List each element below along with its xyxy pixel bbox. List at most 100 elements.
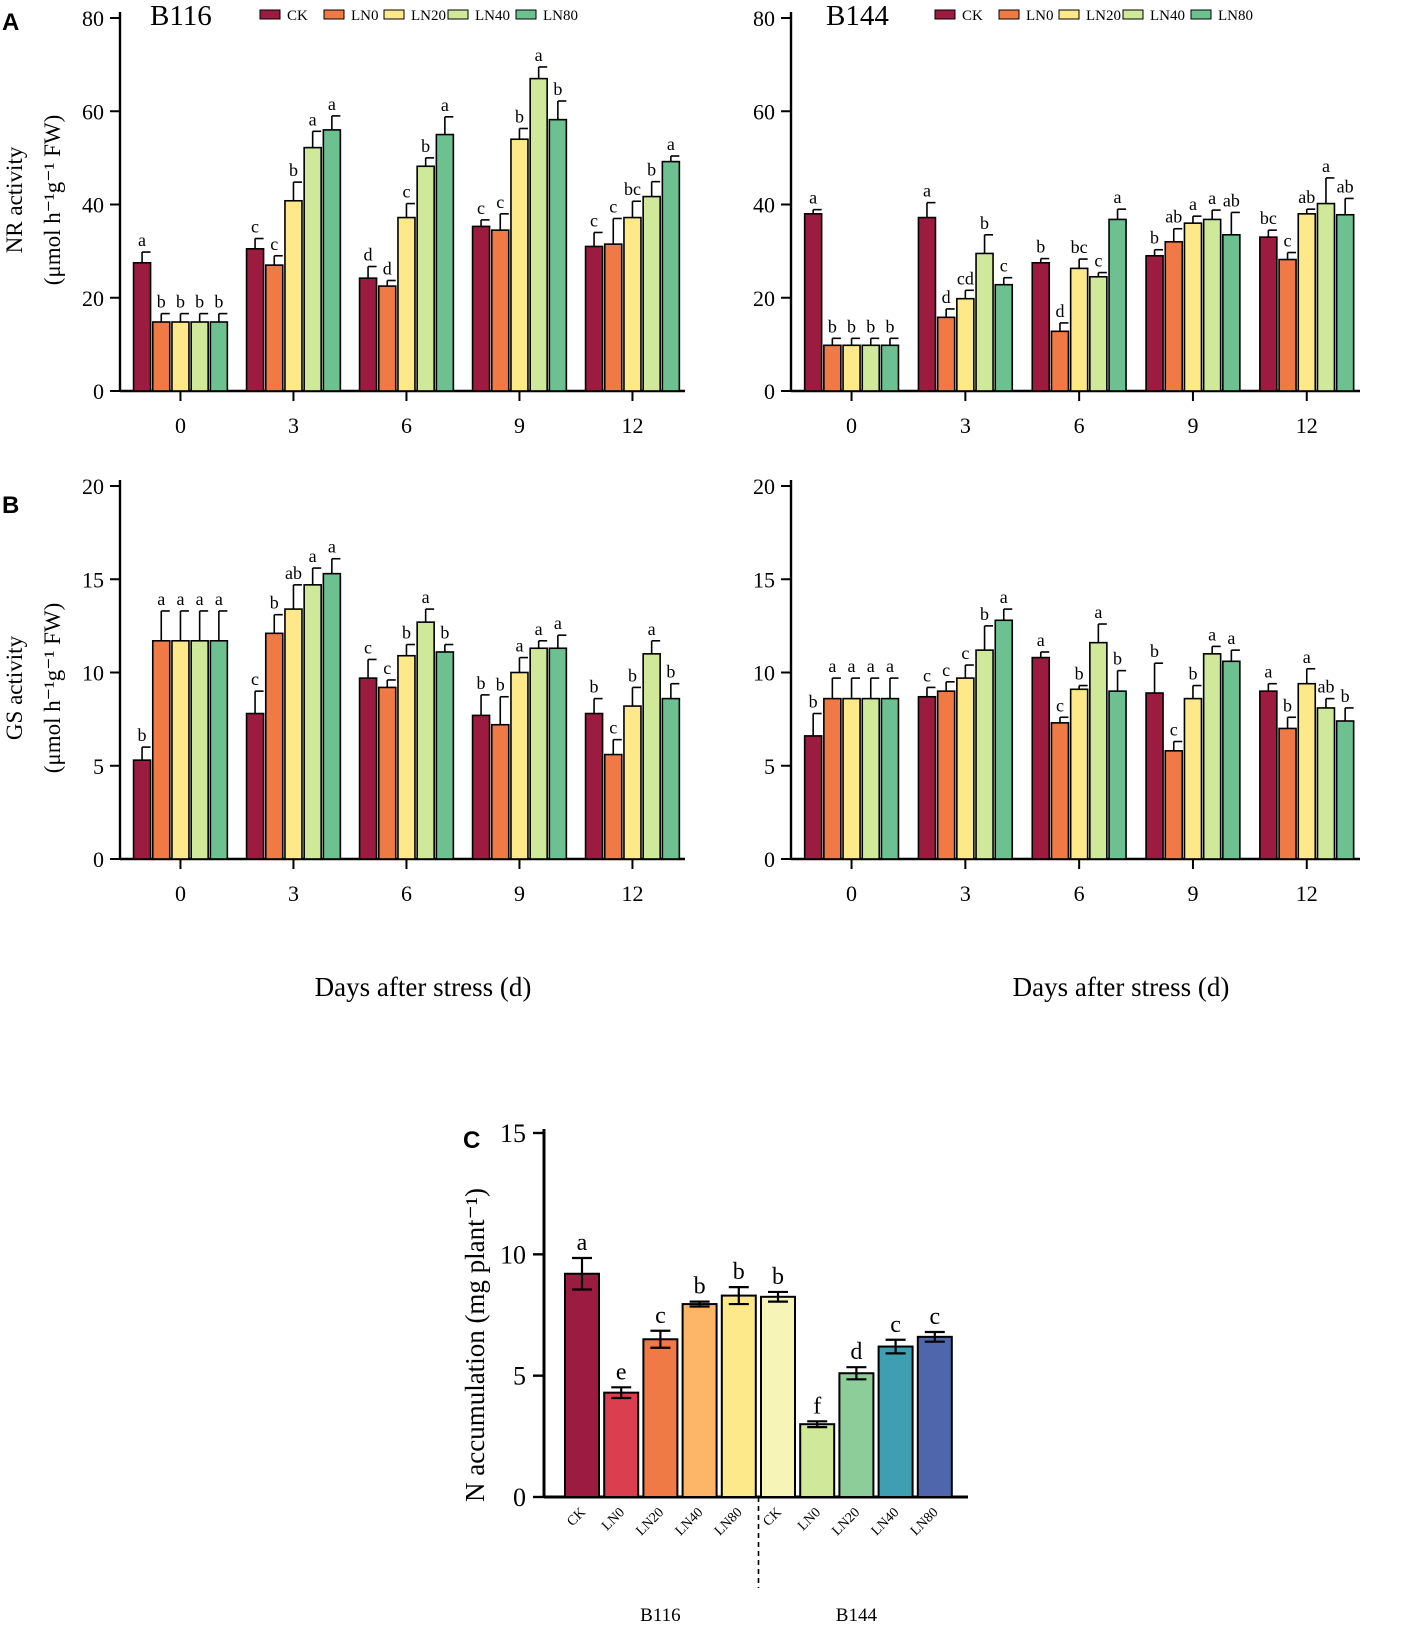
sig-letter: a [867, 656, 875, 676]
sig-letter: b [1150, 228, 1159, 248]
sig-letter: b [402, 623, 411, 643]
bar-ln0 [490, 723, 510, 860]
sig-letter: b [847, 316, 856, 336]
sig-letter: ab [1317, 677, 1334, 697]
legend-label-ck: CK [962, 8, 983, 24]
bar-ln20 [842, 344, 861, 392]
sig-letter: a [1227, 628, 1235, 648]
bar-ln20 [1297, 682, 1317, 860]
sig-letter: b [1150, 641, 1159, 661]
x-tick-label: 9 [1187, 413, 1198, 438]
bar-ln0 [1164, 241, 1184, 392]
y-tick-label: 0 [764, 379, 775, 404]
bar-ln20 [1183, 697, 1203, 860]
bar-ln0 [1050, 330, 1070, 392]
bar-ck [132, 759, 152, 860]
x-tick-label: 3 [960, 881, 971, 906]
bar-n-ln20 [642, 1338, 679, 1499]
sig-letter: a [309, 109, 317, 129]
sig-letter: c [929, 1304, 940, 1330]
bar-ln80 [661, 160, 681, 392]
bar-n-ln40 [877, 1345, 914, 1498]
sig-letter: b [289, 160, 298, 180]
sig-letter: a [328, 537, 336, 557]
bar-ln20 [171, 321, 190, 392]
sig-letter: a [667, 134, 675, 154]
sig-letter: bc [1260, 208, 1277, 228]
sig-letter: a [577, 1230, 588, 1256]
y-tick-label: 0 [513, 1483, 526, 1512]
bar-ln80 [1335, 213, 1355, 392]
x-tick-label: LN20 [634, 1505, 668, 1539]
sig-letter: c [590, 210, 598, 230]
sig-letter: a [196, 589, 204, 609]
bar-ln40 [861, 344, 881, 392]
sig-letter: c [1284, 231, 1292, 251]
bar-ck [1145, 692, 1164, 860]
legend-swatch-ck [259, 9, 281, 20]
bar-ln20 [510, 138, 529, 392]
sig-letter: a [809, 188, 817, 208]
sig-letter: b [1036, 237, 1045, 257]
sig-letter: a [1208, 624, 1216, 644]
bar-n-ck [760, 1295, 796, 1499]
sig-letter: a [1114, 187, 1122, 207]
sig-letter: a [1094, 602, 1102, 622]
sig-letter: ab [1223, 190, 1240, 210]
sig-letter: a [1322, 156, 1330, 176]
bar-ck [803, 213, 823, 392]
x-tick-label: LN40 [673, 1505, 707, 1539]
x-tick-label: CK [564, 1505, 588, 1529]
panel-letter-c: C [463, 1127, 480, 1154]
bar-ln20 [1297, 213, 1317, 392]
y-tick-label: 60 [753, 99, 775, 124]
bar-ln80 [209, 639, 229, 860]
sig-letter: b [195, 292, 204, 312]
bar-ln80 [1335, 720, 1355, 860]
x-tick-label: 0 [846, 881, 857, 906]
sig-letter: d [1055, 301, 1064, 321]
gs-ylabel-line2: (μmol h⁻¹g⁻¹ FW) [40, 603, 65, 774]
bar-ln40 [975, 252, 994, 392]
bar-ln0 [151, 321, 171, 392]
sig-letter: b [1341, 686, 1350, 706]
sig-letter: c [923, 665, 931, 685]
legend-label-ck: CK [287, 8, 308, 24]
x-tick-label: 12 [1296, 413, 1318, 438]
x-tick-label: CK [760, 1505, 784, 1529]
sig-letter: a [554, 613, 562, 633]
bar-ln40 [1089, 275, 1108, 392]
bar-ln20 [1183, 222, 1203, 392]
legend-swatch-ln80 [515, 9, 537, 20]
sig-letter: ab [1298, 187, 1315, 207]
bar-ln0 [603, 243, 623, 392]
bar-ln0 [1164, 750, 1184, 860]
sig-letter: b [647, 160, 656, 180]
sig-letter: a [1264, 662, 1272, 682]
bar-ln40 [190, 639, 209, 860]
sig-letter: a [422, 587, 430, 607]
x-tick-label: 12 [1296, 881, 1318, 906]
bar-n-ln0 [603, 1391, 640, 1498]
nr-ylabel-line2: (μmol h⁻¹g⁻¹ FW) [40, 115, 65, 286]
sig-letter: a [176, 589, 184, 609]
bar-ln80 [1222, 234, 1241, 392]
bar-ln0 [603, 753, 623, 860]
sig-letter: b [477, 673, 486, 693]
bar-ln80 [1108, 690, 1127, 860]
panel-title: B116 [150, 0, 212, 32]
bar-ln40 [1089, 641, 1108, 860]
bar-ln0 [823, 344, 842, 392]
sig-letter: c [383, 658, 391, 678]
x-tick-label: 0 [175, 413, 186, 438]
sig-letter: b [270, 593, 279, 613]
y-tick-label: 80 [753, 6, 775, 31]
sig-letter: c [1000, 256, 1008, 276]
bar-ln40 [303, 146, 322, 392]
sig-letter: b [885, 316, 894, 336]
bar-ln20 [171, 639, 190, 860]
n-ylabel: N accumulation (mg plant⁻¹) [460, 1188, 490, 1502]
bar-ck [358, 677, 378, 860]
